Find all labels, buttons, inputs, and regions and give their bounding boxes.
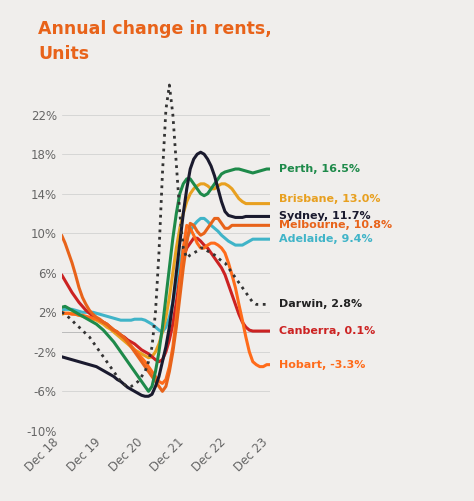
Text: Canberra, 0.1%: Canberra, 0.1% <box>279 326 375 336</box>
Text: Darwin, 2.8%: Darwin, 2.8% <box>279 300 362 310</box>
Text: Annual change in rents,: Annual change in rents, <box>38 20 272 38</box>
Text: Brisbane, 13.0%: Brisbane, 13.0% <box>279 194 380 204</box>
Text: Hobart, -3.3%: Hobart, -3.3% <box>279 360 365 370</box>
Text: Adelaide, 9.4%: Adelaide, 9.4% <box>279 234 372 244</box>
Text: Perth, 16.5%: Perth, 16.5% <box>279 164 359 174</box>
Text: Sydney, 11.7%: Sydney, 11.7% <box>279 211 370 221</box>
Text: Units: Units <box>38 45 89 63</box>
Text: Melbourne, 10.8%: Melbourne, 10.8% <box>279 220 392 230</box>
